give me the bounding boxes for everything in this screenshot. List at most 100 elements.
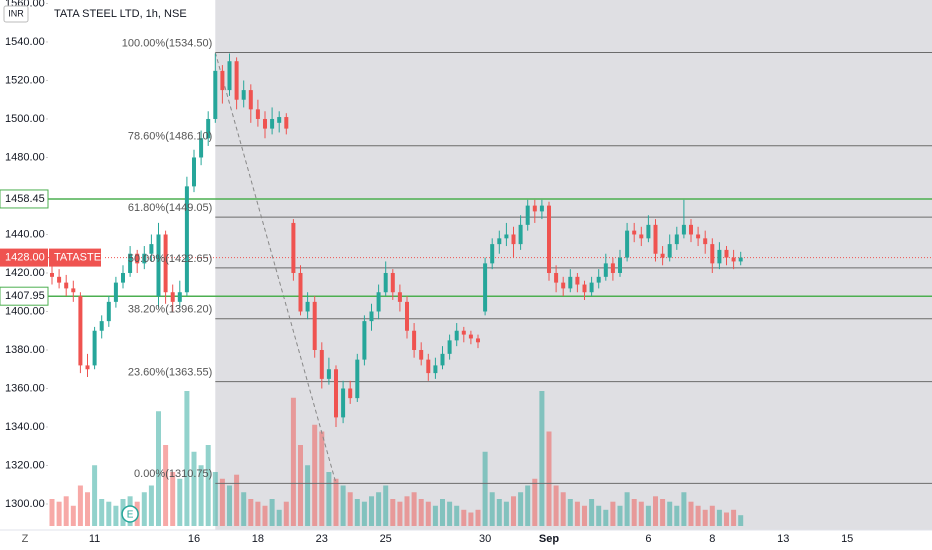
candle-body <box>731 257 736 262</box>
event-label: E <box>127 510 134 521</box>
volume-bar <box>645 505 651 526</box>
volume-bar <box>411 492 417 526</box>
volume-bar <box>724 512 729 526</box>
candle-body <box>497 238 502 245</box>
volume-bar <box>582 505 587 526</box>
volume-bar <box>276 509 282 526</box>
volume-bar <box>596 505 602 526</box>
candle-body <box>298 272 303 312</box>
volume-bar <box>113 505 119 526</box>
volume-bar <box>638 501 644 526</box>
y-tick-label: 1320.00 <box>5 459 45 471</box>
candle-body <box>326 369 331 379</box>
x-tick-label: 11 <box>89 533 100 545</box>
candle-body <box>255 109 260 119</box>
x-tick-label: 6 <box>645 533 651 545</box>
candle-body <box>390 272 395 293</box>
candle-body <box>234 61 239 100</box>
volume-bar <box>496 499 502 526</box>
volume-bar <box>184 391 190 526</box>
volume-bar <box>340 485 346 526</box>
volume-bar <box>475 509 481 526</box>
volume-bar <box>106 501 112 526</box>
candle-body <box>610 263 615 273</box>
volume-bar <box>361 501 367 526</box>
last-price-box <box>0 248 48 267</box>
candle-body <box>554 272 559 283</box>
candle-body <box>142 253 147 264</box>
candle-body <box>383 272 388 293</box>
candle-body <box>461 330 466 335</box>
candle-body <box>674 234 679 245</box>
candle-body <box>575 276 580 285</box>
volume-bar <box>255 501 261 526</box>
candle-body <box>412 330 417 350</box>
x-tick-label: 8 <box>709 533 715 545</box>
candle-body <box>177 292 182 302</box>
y-tick-label: 1500.00 <box>5 113 45 125</box>
volume-bar <box>610 501 616 526</box>
x-tick-label: 18 <box>252 533 264 545</box>
fib-label: 78.60%(1486.10) <box>128 131 212 143</box>
candle-body <box>85 365 90 370</box>
volume-bar <box>738 515 744 526</box>
candle-body <box>57 276 62 283</box>
candle-body <box>596 276 601 283</box>
volume-bar <box>248 499 254 526</box>
volume-bar <box>546 431 552 526</box>
volume-bar <box>156 411 161 526</box>
candle-body <box>376 292 381 312</box>
fib-shade <box>215 0 932 530</box>
volume-bar <box>290 397 296 526</box>
fib-label: 38.20%(1396.20) <box>128 304 212 316</box>
candle-body <box>184 186 189 293</box>
currency-box <box>3 5 29 23</box>
candle-body <box>355 359 360 399</box>
candle-body <box>504 234 509 239</box>
volume-bar <box>560 492 566 526</box>
y-tick-label: 1360.00 <box>5 382 45 394</box>
fib-label: 61.80%(1449.05) <box>128 202 212 214</box>
candle-body <box>703 238 708 245</box>
candle-body <box>582 284 587 293</box>
y-tick-label: 1380.00 <box>5 344 45 356</box>
volume-bar <box>262 505 268 526</box>
trendline <box>214 52 337 484</box>
candle-body <box>618 257 622 273</box>
x-tick-label: 16 <box>188 533 200 545</box>
x-tick-label: Sep <box>539 533 559 545</box>
candle-body <box>689 224 693 235</box>
volume-bar <box>617 505 623 526</box>
volume-bar <box>674 505 680 526</box>
volume-bar <box>603 509 609 526</box>
candle-body <box>653 224 658 254</box>
candle-body <box>78 296 83 366</box>
scale-button[interactable]: Z <box>22 533 29 545</box>
candle-body <box>539 205 544 212</box>
last-price-label: 1428.00 <box>5 251 45 263</box>
candle-body <box>433 365 438 374</box>
volume-bar <box>631 499 637 526</box>
volume-bar <box>503 501 509 526</box>
volume-bar <box>269 499 275 526</box>
candle-body <box>483 263 488 312</box>
candle-body <box>468 334 473 339</box>
candle-body <box>397 292 402 302</box>
candle-body <box>241 90 246 100</box>
volume-bar <box>219 478 225 526</box>
volume-bar <box>163 445 169 526</box>
candle-body <box>681 224 686 235</box>
candle-body <box>426 359 431 374</box>
level-box <box>0 189 49 209</box>
candle-body <box>547 205 551 273</box>
volume-bar <box>333 478 339 526</box>
volume-bar <box>468 512 474 526</box>
fib-label: 0.00%(1310.75) <box>134 468 212 480</box>
volume-bar <box>212 472 218 526</box>
candle-body <box>738 257 743 262</box>
candle-body <box>227 61 232 91</box>
volume-bar <box>404 496 410 526</box>
